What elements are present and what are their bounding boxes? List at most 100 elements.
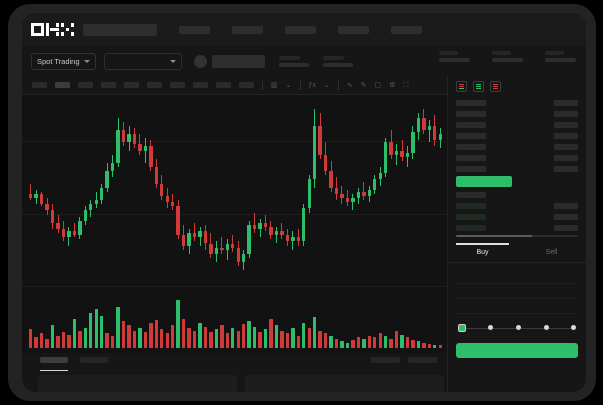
candle-body <box>56 222 60 230</box>
timeframe-3[interactable] <box>78 82 93 88</box>
volume-bar <box>39 333 44 348</box>
candle <box>280 101 284 291</box>
slider-stop-75[interactable] <box>544 325 550 330</box>
slider-stop-100[interactable] <box>571 325 577 330</box>
order-book[interactable] <box>448 97 586 232</box>
pair-name[interactable] <box>211 54 265 68</box>
volume-bar <box>422 342 426 348</box>
orderbook-bid-row[interactable] <box>456 213 578 221</box>
orderbook-bid-row[interactable] <box>456 202 578 210</box>
candle-body <box>394 150 399 155</box>
candle-body <box>247 224 251 254</box>
order-field-1[interactable] <box>456 269 578 284</box>
trade-side-tabs: Buy Sell <box>448 243 586 263</box>
slider-stop-25[interactable] <box>487 325 493 330</box>
candle-body <box>67 231 71 238</box>
candle <box>307 101 311 291</box>
volume-bar <box>61 332 66 348</box>
candle-body <box>45 204 49 211</box>
orderbook-bid-row[interactable] <box>456 191 578 199</box>
tab-buy[interactable]: Buy <box>448 243 517 262</box>
wave-icon[interactable]: ∿ <box>346 81 353 89</box>
nav-item-4[interactable] <box>338 25 369 34</box>
bottom-tab-2[interactable] <box>80 357 108 363</box>
orderbook-ask-row[interactable] <box>456 121 578 129</box>
candle <box>389 101 393 291</box>
bottom-panel-2[interactable] <box>245 375 444 392</box>
chevron-down-icon[interactable]: ⌄ <box>285 81 292 89</box>
candle <box>383 101 388 291</box>
trading-mode-selector[interactable]: Spot Trading <box>31 52 96 70</box>
pencil-icon[interactable]: ✎ <box>360 81 367 89</box>
orderbook-ask-row[interactable] <box>456 143 578 151</box>
volume-bar <box>291 328 295 348</box>
submit-buy-button[interactable] <box>456 343 578 358</box>
orderbook-mode-asks[interactable] <box>490 81 501 92</box>
orderbook-ask-row[interactable] <box>456 110 578 118</box>
orderbook-view-modes <box>448 76 586 97</box>
bottom-tab-1[interactable] <box>40 357 68 371</box>
timeframe-4[interactable] <box>101 82 116 88</box>
timeframe-5[interactable] <box>124 82 139 88</box>
bottom-action-2[interactable] <box>408 357 437 363</box>
timeframe-6[interactable] <box>147 82 162 88</box>
volume-bar <box>263 329 268 348</box>
nav-item-5[interactable] <box>391 25 422 34</box>
price-chart[interactable] <box>22 94 447 353</box>
toolbar-divider <box>299 80 301 90</box>
slider-handle[interactable] <box>458 324 466 332</box>
candle <box>362 101 366 291</box>
timeframe-1[interactable] <box>32 82 47 88</box>
candle-wick <box>144 138 146 163</box>
candle <box>181 101 186 291</box>
candle <box>241 101 246 291</box>
tab-sell[interactable]: Sell <box>517 243 586 262</box>
orderbook-ask-row[interactable] <box>456 165 578 173</box>
orderbook-mode-both[interactable] <box>456 81 467 92</box>
bid-price <box>554 203 578 209</box>
chevron-down-icon[interactable]: ⌄ <box>323 81 330 89</box>
orderbook-scrollbar[interactable] <box>456 235 578 237</box>
orderbook-ask-row[interactable] <box>456 154 578 162</box>
candle-chart-icon[interactable]: ▥ <box>271 81 278 89</box>
timeframe-8[interactable] <box>193 82 208 88</box>
candle <box>433 101 437 291</box>
volume-bar <box>67 334 71 348</box>
amount-percent-slider[interactable] <box>458 324 577 333</box>
order-field-3[interactable] <box>456 299 578 314</box>
timeframe-2[interactable] <box>55 82 70 88</box>
settings-icon[interactable]: ⚙ <box>389 81 396 89</box>
slider-stop-50[interactable] <box>515 325 521 330</box>
volume-bar <box>438 345 442 348</box>
volume-bar <box>269 318 273 348</box>
pair-selector[interactable] <box>103 52 182 70</box>
orderbook-bid-row[interactable] <box>456 224 578 232</box>
fullscreen-icon[interactable]: ⛶ <box>403 81 409 89</box>
timeframe-7[interactable] <box>170 82 185 88</box>
okx-logo[interactable] <box>31 23 74 36</box>
orderbook-mode-bids[interactable] <box>473 81 484 92</box>
app-screen: Spot Trading <box>22 13 586 392</box>
ticker-stat-value <box>439 58 470 62</box>
orderbook-ask-row[interactable] <box>456 132 578 140</box>
nav-item-2[interactable] <box>232 25 263 34</box>
bottom-action-1[interactable] <box>371 357 400 363</box>
timeframe-9[interactable] <box>216 82 231 88</box>
nav-item-3[interactable] <box>285 25 316 34</box>
volume-bar <box>154 320 158 348</box>
orderbook-ask-row[interactable] <box>456 99 578 107</box>
camera-icon[interactable]: ▢ <box>374 81 382 89</box>
search-input[interactable] <box>83 23 157 36</box>
candle-body <box>362 191 366 196</box>
order-field-2[interactable] <box>456 284 578 299</box>
volume-bar <box>236 330 240 348</box>
bottom-panel-1[interactable] <box>38 375 237 392</box>
timeframe-10[interactable] <box>239 82 254 88</box>
candle <box>329 101 333 291</box>
nav-item-1[interactable] <box>179 25 210 34</box>
indicator-icon[interactable]: ƒx <box>308 81 316 89</box>
volume-bar <box>165 333 169 348</box>
volume-bar <box>280 330 284 348</box>
tablet-device-frame: Spot Trading <box>8 4 596 401</box>
volume-bar <box>181 318 186 348</box>
